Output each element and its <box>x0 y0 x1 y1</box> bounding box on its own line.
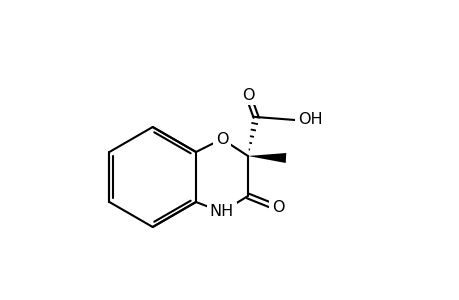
Text: O: O <box>271 200 284 215</box>
Text: OH: OH <box>297 112 322 128</box>
Text: O: O <box>215 131 228 146</box>
Text: NH: NH <box>209 205 234 220</box>
Text: O: O <box>241 88 254 103</box>
Polygon shape <box>247 153 285 163</box>
